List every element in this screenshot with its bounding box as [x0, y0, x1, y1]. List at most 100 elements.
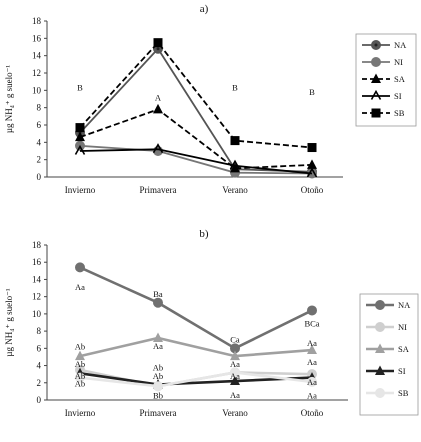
series-SB — [75, 38, 317, 153]
y-tick-label: 6 — [37, 120, 42, 130]
legend-label: NA — [394, 40, 407, 50]
annotation: Aa — [307, 338, 317, 348]
series-SI — [74, 143, 318, 178]
legend-marker — [370, 89, 382, 100]
series-NA — [75, 262, 317, 354]
legend-marker-center — [374, 43, 378, 47]
series-SA — [75, 332, 317, 361]
series-line — [79, 144, 313, 175]
data-point — [75, 372, 85, 383]
legend-marker — [375, 388, 385, 398]
annotation: B — [309, 87, 315, 97]
annotation: Aa — [307, 391, 317, 401]
series-SB — [75, 367, 317, 392]
y-tick-label: 16 — [32, 257, 42, 267]
series-line — [79, 108, 313, 170]
legend-label: SI — [394, 91, 402, 101]
annotation: Aa — [230, 359, 240, 369]
x-tick-label: Primavera — [140, 185, 177, 195]
data-point — [230, 375, 240, 386]
legend-label: NA — [398, 300, 411, 310]
annotation: Ab — [75, 342, 85, 352]
y-tick-label: 0 — [37, 172, 42, 182]
annotation: Aa — [75, 282, 85, 292]
annotation: Aa — [230, 371, 240, 381]
legend-label: SB — [394, 108, 405, 118]
annotation: Bb — [153, 391, 163, 401]
legend-marker — [375, 322, 385, 332]
x-tick-label: Primavera — [140, 408, 177, 418]
data-point — [153, 332, 163, 342]
series-SA — [75, 103, 317, 173]
y-tick-label: 18 — [32, 16, 42, 26]
legend-label: NI — [394, 57, 403, 67]
data-point — [74, 144, 86, 155]
series-line — [79, 47, 313, 173]
data-point — [230, 367, 240, 378]
data-point — [307, 376, 317, 387]
panel-label: b) — [199, 228, 209, 240]
y-tick-label: 8 — [37, 103, 42, 113]
y-tick-label: 10 — [32, 85, 42, 95]
series-line — [79, 148, 313, 175]
y-tick-label: 16 — [32, 33, 42, 43]
annotation: B — [232, 83, 238, 93]
legend-label: SI — [398, 366, 406, 376]
data-point — [229, 159, 241, 170]
y-tick-label: 12 — [32, 68, 41, 78]
data-point — [307, 143, 317, 153]
annotation: A — [155, 92, 162, 102]
annotation: Ab — [153, 362, 163, 372]
data-point — [75, 262, 85, 273]
annotation: Ab — [153, 371, 163, 381]
annotation: Ab — [75, 371, 85, 381]
y-axis-label: µg NH₄⁺ g suelo⁻¹ — [4, 65, 14, 134]
legend-marker — [375, 365, 385, 375]
data-point — [306, 167, 318, 178]
annotation: Ba — [153, 289, 163, 299]
data-point — [230, 136, 240, 146]
series-line — [79, 336, 313, 358]
y-tick-label: 10 — [32, 309, 42, 319]
legend: NA NI SA SI SB — [355, 33, 417, 127]
y-tick-label: 12 — [32, 292, 41, 302]
data-point — [307, 344, 317, 355]
x-tick-label: Otoño — [301, 408, 324, 418]
data-point — [307, 159, 317, 169]
y-tick-label: 2 — [37, 378, 42, 388]
data-point — [153, 381, 163, 392]
panel-label: a) — [200, 3, 209, 15]
legend-marker — [375, 343, 385, 353]
legend: NA NI SA SI SB — [359, 293, 419, 416]
legend-marker — [371, 57, 381, 67]
annotation: Ab — [75, 379, 85, 389]
x-tick-label: Invierno — [65, 185, 96, 195]
y-tick-label: 8 — [37, 326, 42, 336]
x-tick-label: Otoño — [301, 185, 324, 195]
annotation: Aa — [230, 390, 240, 400]
y-axis-label: µg NH₄⁺ g suelo⁻¹ — [4, 288, 14, 357]
x-tick-label: Invierno — [65, 408, 96, 418]
series-line — [79, 371, 313, 388]
series-line — [79, 372, 313, 386]
data-point — [230, 350, 240, 361]
annotation: Ca — [230, 335, 240, 345]
legend-label: SA — [398, 344, 410, 354]
data-point — [153, 103, 163, 114]
legend-label: SB — [398, 388, 409, 398]
data-point — [75, 350, 85, 361]
legend-label: SA — [394, 74, 406, 84]
legend-box — [355, 33, 417, 127]
series-line — [79, 41, 313, 149]
x-tick-label: Verano — [222, 408, 248, 418]
data-point — [152, 143, 164, 154]
legend-marker — [375, 300, 385, 310]
annotation: Aa — [153, 341, 163, 351]
y-tick-label: 18 — [32, 240, 42, 250]
data-point — [75, 131, 85, 142]
x-tick-label: Verano — [222, 185, 248, 195]
y-tick-label: 4 — [37, 361, 42, 371]
legend-label: NI — [398, 322, 407, 332]
y-tick-label: 4 — [37, 137, 42, 147]
